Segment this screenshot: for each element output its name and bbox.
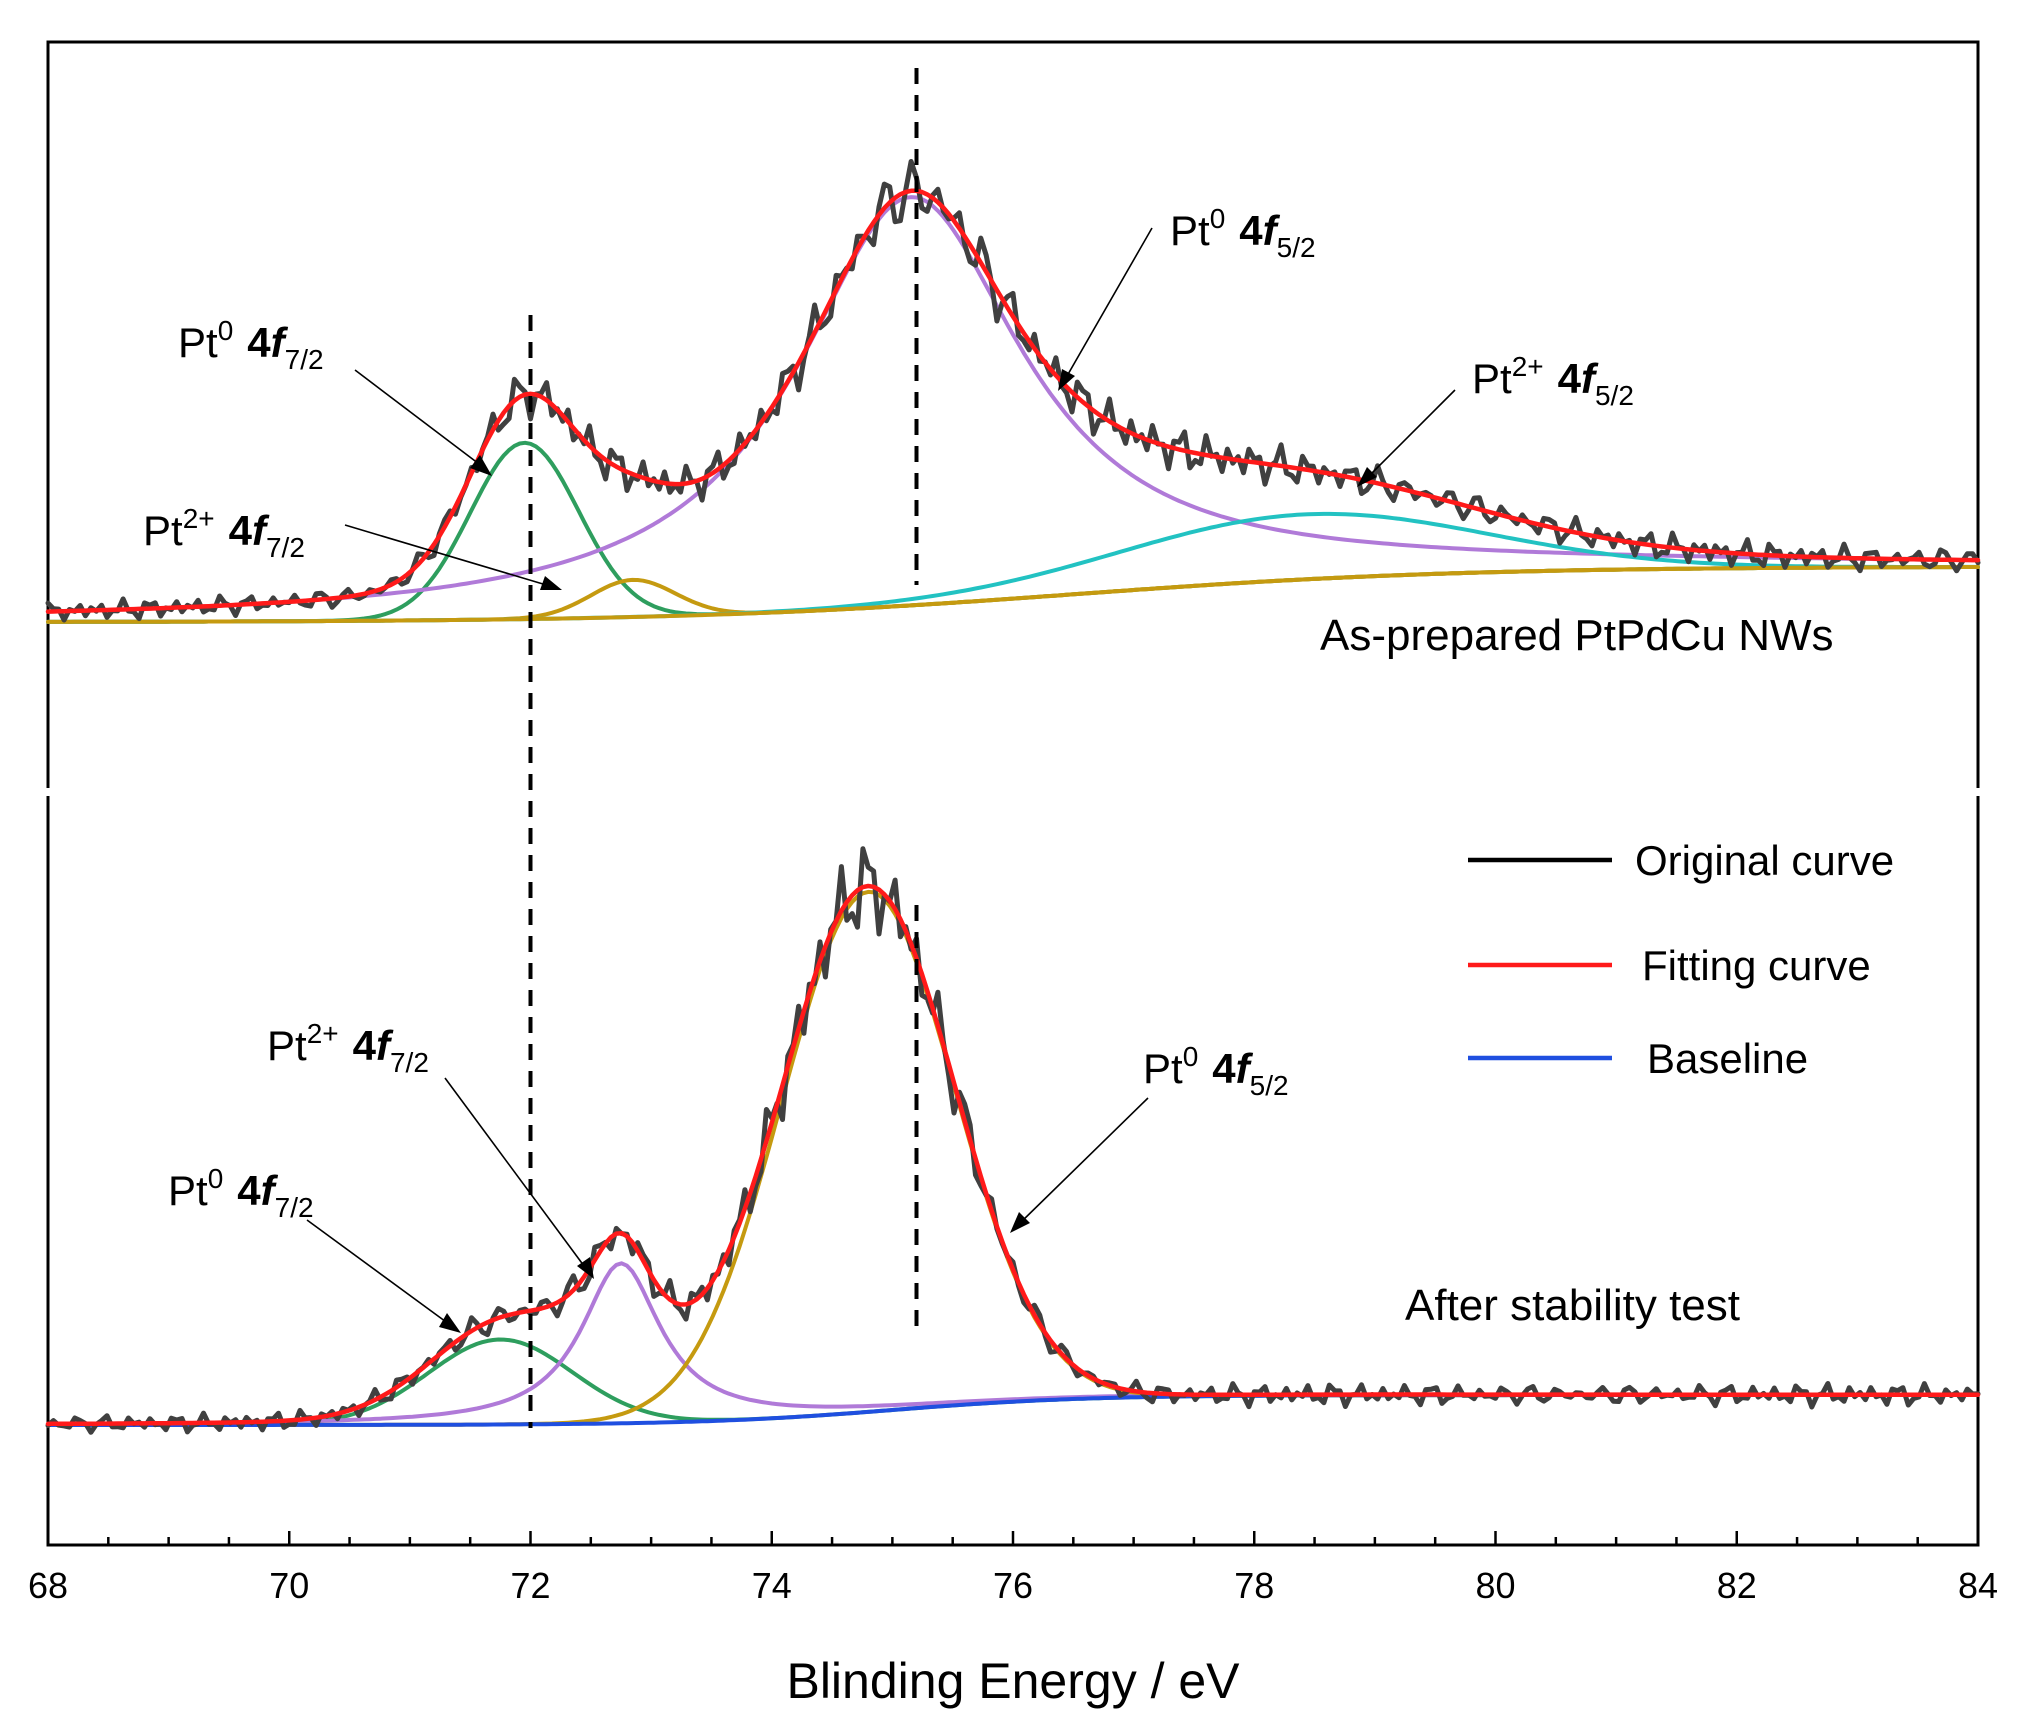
top-panel-label: As-prepared PtPdCu NWs: [1320, 611, 1834, 660]
x-tick-label: 72: [510, 1565, 550, 1606]
pointer-top-pt2-4f52: [1364, 389, 1456, 481]
bottom-panel-series: [45, 846, 1981, 1435]
arrowhead-top-pt2-4f72: [540, 576, 562, 590]
legend: Original curve Fitting curve Baseline: [1468, 837, 1894, 1082]
arrowhead-top-pt2-4f52: [1357, 467, 1377, 487]
series-top-component-0: [46, 440, 1980, 624]
series-top-fitting: [45, 188, 1981, 614]
arrowhead-bottom-pt2-4f72: [577, 1257, 594, 1279]
bottom-panel-label: After stability test: [1405, 1281, 1740, 1330]
x-tick-label: 76: [993, 1565, 1033, 1606]
annotation-top-pt2-4f52: Pt2+ 4f5/2: [1472, 351, 1634, 411]
bottom-panel-frame: [46, 796, 1980, 1547]
arrowhead-top-pt0-4f72: [470, 455, 492, 476]
arrowhead-top-pt0-4f52: [1058, 369, 1075, 391]
pointer-bottom-pt0-4f52: [1017, 1097, 1149, 1226]
series-bottom-original: [45, 846, 1981, 1435]
x-tick-label: 80: [1475, 1565, 1515, 1606]
legend-label-original: Original curve: [1635, 837, 1894, 884]
pointer-top-pt0-4f72: [354, 369, 488, 471]
x-tick-label: 84: [1958, 1565, 1998, 1606]
pointer-bottom-pt2-4f72: [444, 1077, 588, 1271]
series-bottom-fitting: [45, 883, 1981, 1427]
annotation-top-pt0-4f52: Pt0 4f5/2: [1170, 203, 1316, 263]
top-panel-series: [45, 159, 1981, 624]
legend-label-fitting: Fitting curve: [1642, 942, 1871, 989]
annotation-top-pt0-4f72: Pt0 4f7/2: [178, 315, 324, 375]
pointer-bottom-pt0-4f72: [306, 1219, 454, 1328]
top-panel-frame: [46, 40, 1980, 788]
arrowhead-bottom-pt0-4f72: [439, 1313, 461, 1333]
legend-label-baseline: Baseline: [1647, 1035, 1808, 1082]
x-axis-ticks: 68 70 72 74 76 78 80 82 84: [28, 1531, 1998, 1606]
x-axis-label: Blinding Energy / eV: [786, 1653, 1240, 1709]
annotation-bottom-pt0-4f72: Pt0 4f7/2: [168, 1163, 314, 1223]
pointer-top-pt0-4f52: [1062, 227, 1153, 384]
x-tick-label: 68: [28, 1565, 68, 1606]
x-tick-label: 70: [269, 1565, 309, 1606]
arrowhead-bottom-pt0-4f52: [1010, 1212, 1030, 1233]
x-tick-label: 82: [1717, 1565, 1757, 1606]
series-top-baseline: [46, 565, 1980, 624]
x-tick-label: 74: [752, 1565, 792, 1606]
annotation-bottom-pt2-4f72: Pt2+ 4f7/2: [267, 1018, 429, 1078]
annotation-pointers: [306, 227, 1456, 1333]
series-top-original: [45, 159, 1981, 623]
annotation-bottom-pt0-4f52: Pt0 4f5/2: [1143, 1041, 1289, 1101]
annotation-top-pt2-4f72: Pt2+ 4f7/2: [143, 503, 305, 563]
annotation-labels: Pt0 4f7/2 Pt2+ 4f7/2 Pt0 4f5/2 Pt2+ 4f5/2 Pt…: [143, 203, 1634, 1223]
pointer-top-pt2-4f72: [344, 524, 554, 588]
x-tick-label: 78: [1234, 1565, 1274, 1606]
